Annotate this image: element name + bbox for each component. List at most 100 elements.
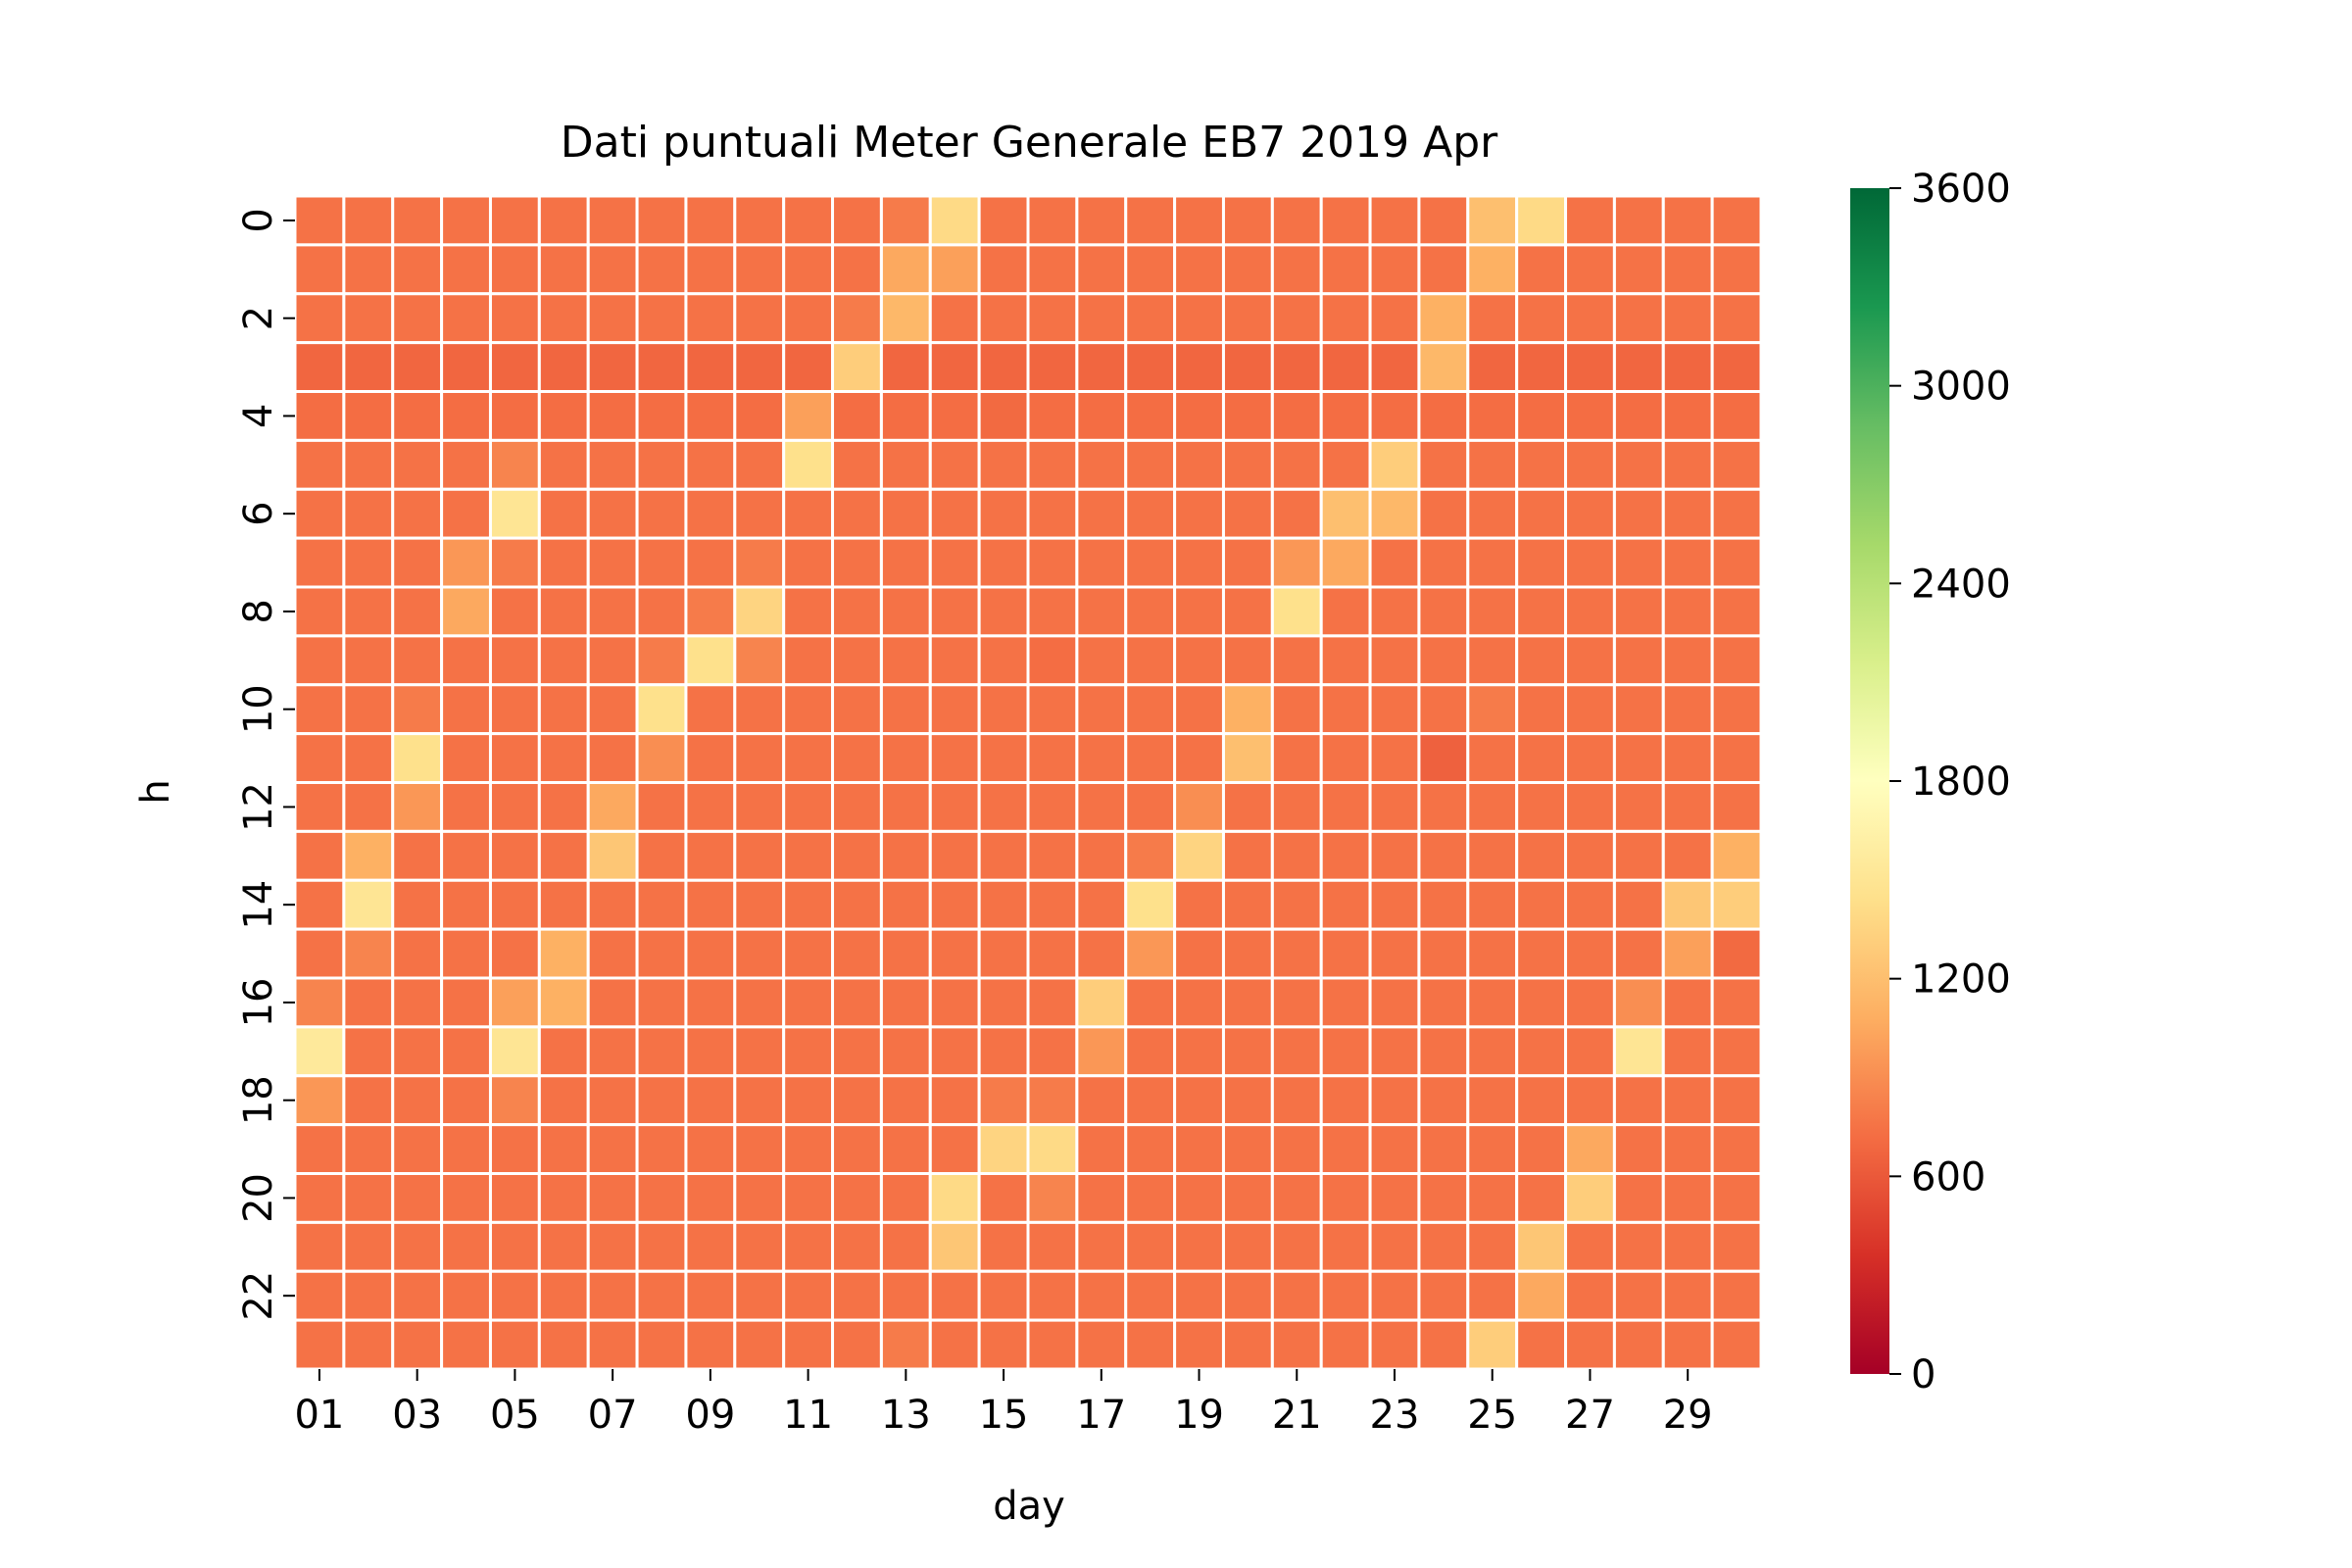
heatmap-cell <box>1417 1172 1470 1224</box>
heatmap-cell <box>1075 781 1128 833</box>
heatmap-cell <box>635 1025 688 1078</box>
heatmap-cell <box>928 585 981 638</box>
heatmap-cell <box>1368 829 1421 882</box>
heatmap-cell <box>635 585 688 638</box>
heatmap-cell <box>391 1074 444 1127</box>
x-tick-label: 11 <box>783 1393 833 1438</box>
heatmap-cell <box>440 1025 492 1078</box>
heatmap-cell <box>1075 829 1128 882</box>
heatmap-cell <box>1026 829 1079 882</box>
heatmap-cell <box>1221 536 1274 589</box>
heatmap-cell <box>488 243 541 296</box>
heatmap-cell <box>391 1172 444 1224</box>
heatmap-cell <box>977 1318 1030 1371</box>
heatmap-cell <box>879 927 932 980</box>
heatmap-cell <box>1075 927 1128 980</box>
heatmap-cell <box>879 1318 932 1371</box>
heatmap-cell <box>1710 390 1763 442</box>
heatmap-cell <box>1466 1123 1519 1176</box>
heatmap-cell <box>1270 927 1323 980</box>
heatmap-cell <box>1221 927 1274 980</box>
heatmap-cell <box>831 732 883 785</box>
heatmap-cell <box>1564 1172 1616 1224</box>
heatmap-cell <box>928 292 981 345</box>
heatmap-cell <box>1417 536 1470 589</box>
heatmap-cell <box>782 781 835 833</box>
heatmap-cell <box>1270 194 1323 247</box>
heatmap-cell <box>440 1220 492 1273</box>
heatmap-cell <box>977 1172 1030 1224</box>
heatmap-cell <box>1270 487 1323 540</box>
heatmap-cell <box>733 976 786 1029</box>
heatmap-cell <box>977 634 1030 687</box>
heatmap-cell <box>1319 1074 1372 1127</box>
heatmap-cell <box>684 194 737 247</box>
heatmap-cell <box>342 243 395 296</box>
heatmap-cell <box>1417 683 1470 736</box>
heatmap-cell <box>293 487 346 540</box>
heatmap-cell <box>1661 390 1714 442</box>
heatmap-cell <box>1661 536 1714 589</box>
heatmap-cell <box>293 634 346 687</box>
heatmap-cell <box>1466 536 1519 589</box>
heatmap-cell <box>928 1123 981 1176</box>
heatmap-cell <box>782 1172 835 1224</box>
heatmap-cell <box>1612 1172 1665 1224</box>
heatmap-cell <box>488 194 541 247</box>
heatmap-cell <box>1466 781 1519 833</box>
heatmap-cell <box>1417 781 1470 833</box>
heatmap-cell <box>1075 585 1128 638</box>
heatmap-cell <box>635 829 688 882</box>
heatmap-cell <box>1221 1172 1274 1224</box>
heatmap-cell <box>440 390 492 442</box>
heatmap-cell <box>1124 536 1177 589</box>
heatmap-cell <box>1075 487 1128 540</box>
heatmap-cell <box>1417 194 1470 247</box>
heatmap-cell <box>977 194 1030 247</box>
heatmap-cell <box>831 487 883 540</box>
heatmap-cell <box>488 927 541 980</box>
heatmap-cell <box>733 1318 786 1371</box>
heatmap-cell <box>782 536 835 589</box>
y-tick-label: 8 <box>236 599 281 623</box>
heatmap-cell <box>1221 634 1274 687</box>
heatmap-cell <box>1026 390 1079 442</box>
heatmap-cell <box>1564 634 1616 687</box>
heatmap-cell <box>831 1318 883 1371</box>
y-tick-label: 16 <box>236 977 281 1027</box>
heatmap-cell <box>1026 1269 1079 1322</box>
heatmap-cell <box>1417 976 1470 1029</box>
heatmap-cell <box>879 438 932 491</box>
heatmap-cell <box>1710 1318 1763 1371</box>
heatmap-cell <box>635 732 688 785</box>
heatmap-cell <box>488 1074 541 1127</box>
heatmap-cell <box>1661 1269 1714 1322</box>
y-tick-label: 18 <box>236 1075 281 1125</box>
heatmap-cell <box>928 829 981 882</box>
heatmap-cell <box>1075 976 1128 1029</box>
heatmap-cell <box>293 1318 346 1371</box>
heatmap-cell <box>879 390 932 442</box>
heatmap-cell <box>733 585 786 638</box>
heatmap-cell <box>1221 243 1274 296</box>
heatmap-cell <box>342 1318 395 1371</box>
heatmap-cell <box>928 732 981 785</box>
heatmap-cell <box>1612 536 1665 589</box>
heatmap-cell <box>342 927 395 980</box>
heatmap-cell <box>391 243 444 296</box>
heatmap-cell <box>635 1074 688 1127</box>
heatmap-cell <box>440 536 492 589</box>
heatmap-cell <box>977 1269 1030 1322</box>
heatmap-cell <box>684 292 737 345</box>
heatmap-cell <box>1710 829 1763 882</box>
heatmap-cell <box>1564 243 1616 296</box>
heatmap-cell <box>293 438 346 491</box>
heatmap-cell <box>977 1220 1030 1273</box>
heatmap-cell <box>1417 1220 1470 1273</box>
heatmap-cell <box>1417 1074 1470 1127</box>
heatmap-cell <box>928 683 981 736</box>
colorbar-ticks: 0 600 1200 1800 2400 3000 3600 <box>1889 167 2011 1397</box>
heatmap-cell <box>488 341 541 394</box>
heatmap-cell <box>1173 781 1225 833</box>
heatmap-cell <box>1270 341 1323 394</box>
